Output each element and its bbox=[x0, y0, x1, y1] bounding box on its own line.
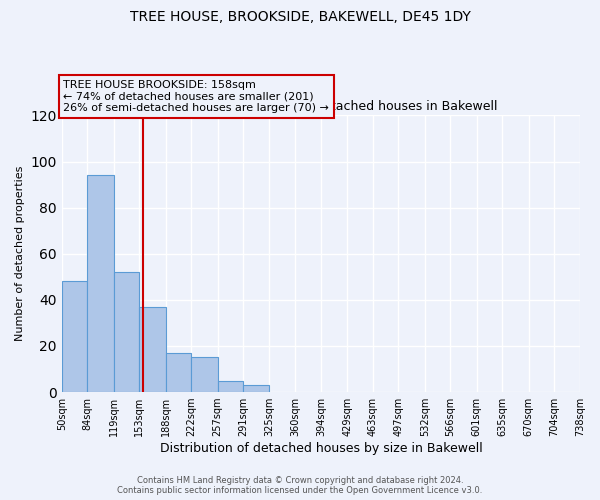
Bar bbox=[139, 307, 166, 392]
Bar bbox=[88, 176, 114, 392]
Bar bbox=[114, 272, 139, 392]
Bar bbox=[244, 385, 269, 392]
Bar bbox=[191, 358, 218, 392]
Text: TREE HOUSE, BROOKSIDE, BAKEWELL, DE45 1DY: TREE HOUSE, BROOKSIDE, BAKEWELL, DE45 1D… bbox=[130, 10, 470, 24]
Bar bbox=[62, 282, 88, 392]
Title: Size of property relative to detached houses in Bakewell: Size of property relative to detached ho… bbox=[144, 100, 497, 113]
Bar bbox=[218, 380, 244, 392]
Text: Contains HM Land Registry data © Crown copyright and database right 2024.
Contai: Contains HM Land Registry data © Crown c… bbox=[118, 476, 482, 495]
X-axis label: Distribution of detached houses by size in Bakewell: Distribution of detached houses by size … bbox=[160, 442, 482, 455]
Bar bbox=[166, 353, 191, 392]
Y-axis label: Number of detached properties: Number of detached properties bbox=[15, 166, 25, 342]
Text: TREE HOUSE BROOKSIDE: 158sqm
← 74% of detached houses are smaller (201)
26% of s: TREE HOUSE BROOKSIDE: 158sqm ← 74% of de… bbox=[63, 80, 329, 113]
